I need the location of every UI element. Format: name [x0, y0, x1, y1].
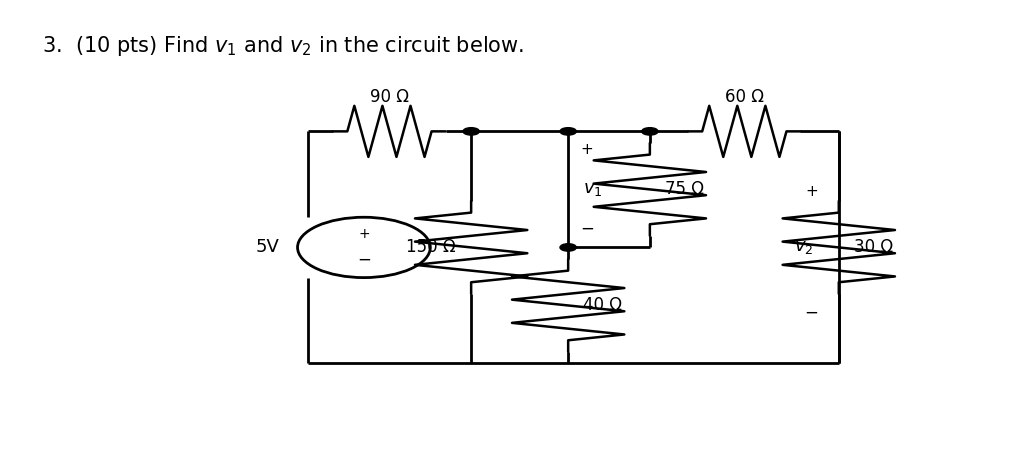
Text: 3.  (10 pts) Find $v_1$ and $v_2$ in the circuit below.: 3. (10 pts) Find $v_1$ and $v_2$ in the …: [42, 34, 524, 58]
Text: 90 Ω: 90 Ω: [370, 88, 409, 106]
Text: +: +: [358, 227, 370, 241]
Circle shape: [560, 127, 577, 135]
Text: 40 Ω: 40 Ω: [584, 297, 623, 314]
Text: −: −: [805, 304, 818, 321]
Text: −: −: [357, 251, 371, 269]
Text: 60 Ω: 60 Ω: [725, 88, 764, 106]
Circle shape: [560, 244, 577, 251]
Text: +: +: [581, 142, 593, 157]
Text: $v_2$: $v_2$: [794, 239, 813, 256]
Text: 30 Ω: 30 Ω: [854, 239, 893, 256]
Text: 150 Ω: 150 Ω: [407, 239, 456, 256]
Circle shape: [642, 127, 658, 135]
Circle shape: [463, 127, 479, 135]
Text: 75 Ω: 75 Ω: [666, 180, 705, 198]
Text: +: +: [806, 184, 818, 199]
Text: $v_1$: $v_1$: [584, 180, 603, 198]
Text: 5V: 5V: [255, 239, 280, 256]
Text: −: −: [581, 220, 594, 238]
